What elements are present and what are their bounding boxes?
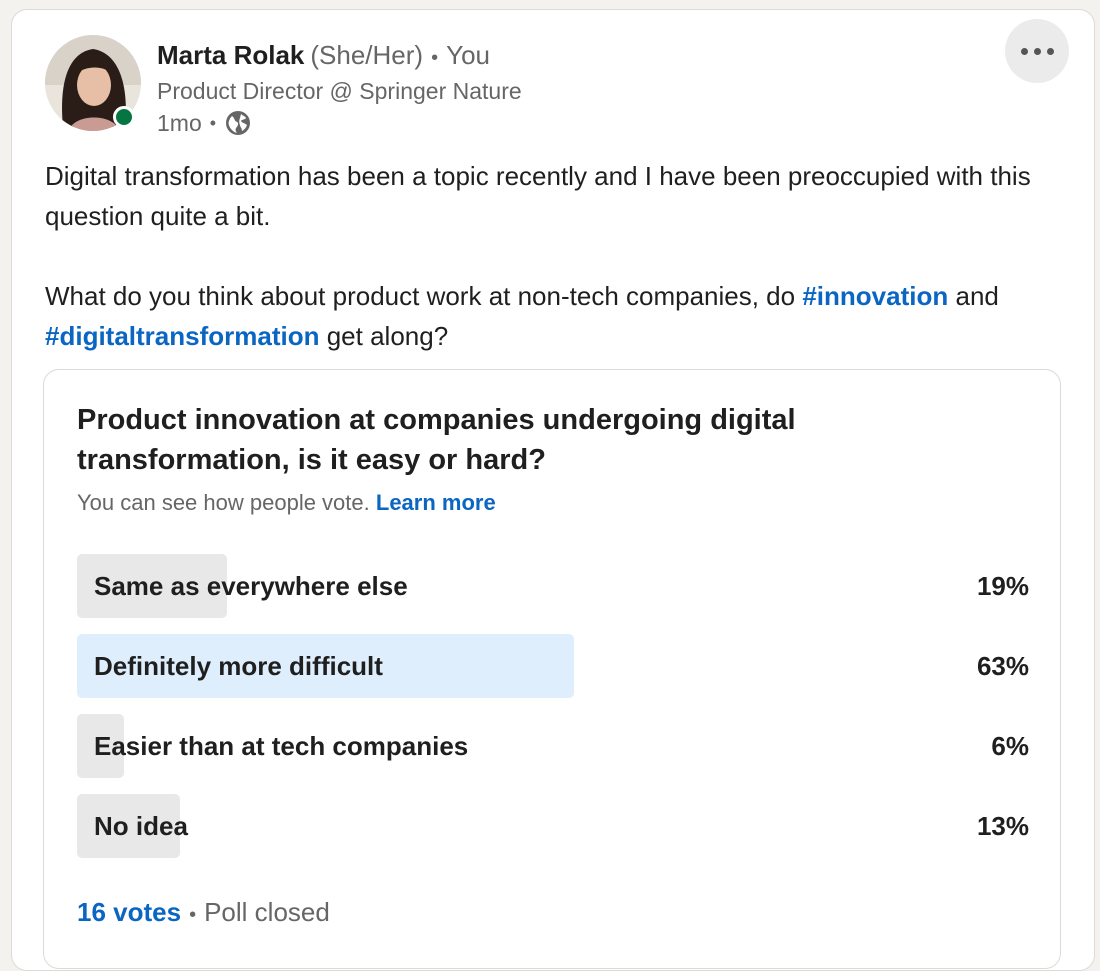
post-time: 1mo xyxy=(157,110,202,136)
post-paragraph: What do you think about product work at … xyxy=(45,281,999,351)
hashtag-digitaltransformation[interactable]: #digitaltransformation xyxy=(45,321,320,351)
globe-icon xyxy=(224,109,252,137)
post-paragraph: Digital transformation has been a topic … xyxy=(45,161,1031,231)
poll-result-bar xyxy=(77,794,180,858)
poll-question: Product innovation at companies undergoi… xyxy=(77,404,796,476)
post-card: Marta Rolak (She/Her) • You Product Directo… xyxy=(11,9,1095,971)
poll-option-same-as-everywhere[interactable]: Same as everywhere else 19% xyxy=(77,554,1029,618)
author-headline: Product Director @ Springer Nature xyxy=(157,78,522,104)
poll-option-percent: 6% xyxy=(991,731,1029,761)
poll-result-bar xyxy=(77,554,227,618)
learn-more-link[interactable]: Learn more xyxy=(375,490,496,515)
post-body: Digital transformation has been a topic … xyxy=(45,156,1055,356)
poll-option-no-idea[interactable]: No idea 13% xyxy=(77,794,1029,858)
poll-option-percent: 13% xyxy=(976,811,1029,841)
poll-option-label: Easier than at tech companies xyxy=(94,731,469,761)
author-name[interactable]: Marta Rolak xyxy=(157,40,305,70)
poll-option-definitely-more-difficult[interactable]: Definitely more difficult 63% xyxy=(77,634,1029,698)
poll-option-label: Definitely more difficult xyxy=(94,651,383,681)
more-options-button[interactable] xyxy=(1005,19,1069,83)
poll-option-label: No idea xyxy=(94,811,188,841)
separator-dot: • xyxy=(431,47,439,69)
poll-option-label: Same as everywhere else xyxy=(94,571,408,601)
author-relation: You xyxy=(446,40,490,70)
author-line: Marta Rolak (She/Her) • You xyxy=(157,38,490,75)
poll-result-bar xyxy=(77,714,124,778)
poll-footer: 16 votes • Poll closed xyxy=(77,892,330,935)
separator-dot: • xyxy=(189,904,197,926)
poll-option-percent: 63% xyxy=(976,651,1029,681)
hashtag-innovation[interactable]: #innovation xyxy=(802,281,949,311)
author-pronouns: (She/Her) xyxy=(310,40,424,70)
poll-visibility-note: You can see how people vote. Learn more xyxy=(77,490,496,515)
more-options-icon xyxy=(1020,47,1028,55)
poll-option-easier-than-tech[interactable]: Easier than at tech companies 6% xyxy=(77,714,1029,778)
poll-option-percent: 19% xyxy=(976,571,1029,601)
poll-card: Product innovation at companies undergoi… xyxy=(43,369,1061,969)
poll-result-bar xyxy=(77,634,574,698)
vote-count-link[interactable]: 16 votes xyxy=(77,897,182,927)
poll-status: Poll closed xyxy=(204,897,330,927)
separator-dot: • xyxy=(209,113,217,133)
post-meta: 1mo • xyxy=(157,108,252,138)
online-status-indicator xyxy=(113,106,135,128)
